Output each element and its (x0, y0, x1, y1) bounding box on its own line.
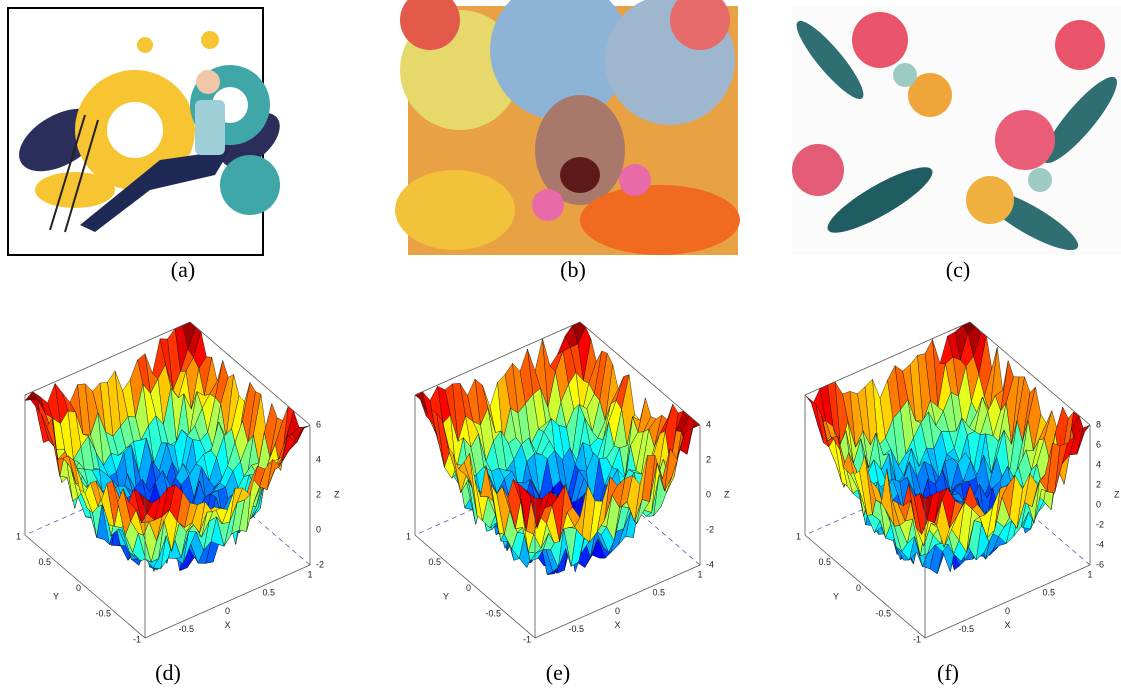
y-tick-label: 1 (406, 531, 411, 541)
image-b (395, 0, 740, 255)
y-tick-label: -0.5 (875, 609, 891, 619)
y-tick-label: -1 (133, 634, 141, 644)
x-axis-label: X (224, 620, 230, 630)
z-tick-label: -4 (1096, 539, 1104, 549)
x-tick-label: 0 (615, 606, 620, 616)
caption: (b) (560, 257, 586, 282)
image-a (8, 8, 290, 255)
x-tick-label: 0.5 (262, 588, 275, 598)
z-tick-label: -4 (706, 559, 714, 569)
x-tick-label: 1 (1087, 569, 1092, 579)
x-tick-label: 0 (1005, 606, 1010, 616)
x-tick-label: 0 (225, 606, 230, 616)
z-tick-label: 8 (1096, 419, 1101, 429)
z-axis-label: Z (1114, 489, 1120, 499)
z-tick-label: 2 (706, 454, 711, 464)
z-tick-label: 4 (316, 454, 321, 464)
y-tick-label: -1 (523, 634, 531, 644)
z-tick-label: 0 (706, 489, 711, 499)
z-tick-label: -2 (706, 524, 714, 534)
y-axis-label: Y (443, 591, 449, 601)
y-tick-label: 0 (856, 583, 861, 593)
x-axis-label: X (614, 620, 620, 630)
y-axis-label: Y (833, 591, 839, 601)
z-axis-label: Z (334, 489, 340, 499)
y-tick-label: 0.5 (38, 557, 51, 567)
caption: (c) (946, 257, 970, 282)
surface-plot: 8 6 4 2 0 -2 -4 -6 Z 1 0.5 0 -0.5 -1 Y -0.5 0 0.5 1 X (796, 322, 1120, 644)
y-tick-label: 1 (16, 531, 21, 541)
z-tick-label: 4 (1096, 459, 1101, 469)
y-tick-label: -0.5 (485, 609, 501, 619)
y-tick-label: -1 (913, 634, 921, 644)
y-tick-label: 0 (76, 583, 81, 593)
x-tick-label: 1 (307, 569, 312, 579)
surface-plot: 6 4 2 0 -2 Z 1 0.5 0 -0.5 -1 Y -0.5 0 0.5 1 X (16, 322, 340, 644)
figure: (a) (b) (c) (d) (e) (f) 6 4 2 0 -2 Z 1 0.5 0 -0.5 -1 Y -0.… (0, 0, 1121, 691)
z-tick-label: 0 (1096, 499, 1101, 509)
y-tick-label: -0.5 (95, 609, 111, 619)
y-tick-label: 0.5 (818, 557, 831, 567)
caption: (a) (171, 257, 195, 282)
x-axis-label: X (1004, 620, 1010, 630)
x-tick-label: 1 (697, 569, 702, 579)
z-tick-label: 6 (1096, 439, 1101, 449)
caption: (d) (155, 660, 181, 685)
y-tick-label: 1 (796, 531, 801, 541)
caption: (f) (937, 660, 959, 685)
x-tick-label: 0.5 (652, 588, 665, 598)
surface-plot: 4 2 0 -2 -4 Z 1 0.5 0 -0.5 -1 Y -0.5 0 0.5 1 X (406, 322, 730, 644)
z-tick-label: 0 (316, 524, 321, 534)
z-tick-label: 6 (316, 419, 321, 429)
y-axis-label: Y (53, 591, 59, 601)
x-tick-label: -0.5 (178, 624, 194, 634)
x-tick-label: -0.5 (568, 624, 584, 634)
z-tick-label: -2 (1096, 519, 1104, 529)
z-axis-label: Z (724, 489, 730, 499)
y-tick-label: 0.5 (428, 557, 441, 567)
image-c (789, 6, 1121, 260)
y-tick-label: 0 (466, 583, 471, 593)
z-tick-label: 4 (706, 419, 711, 429)
z-tick-label: 2 (316, 489, 321, 499)
x-tick-label: -0.5 (958, 624, 974, 634)
caption: (e) (546, 660, 570, 685)
z-tick-label: -6 (1096, 559, 1104, 569)
x-tick-label: 0.5 (1042, 588, 1055, 598)
z-tick-label: -2 (316, 559, 324, 569)
z-tick-label: 2 (1096, 479, 1101, 489)
